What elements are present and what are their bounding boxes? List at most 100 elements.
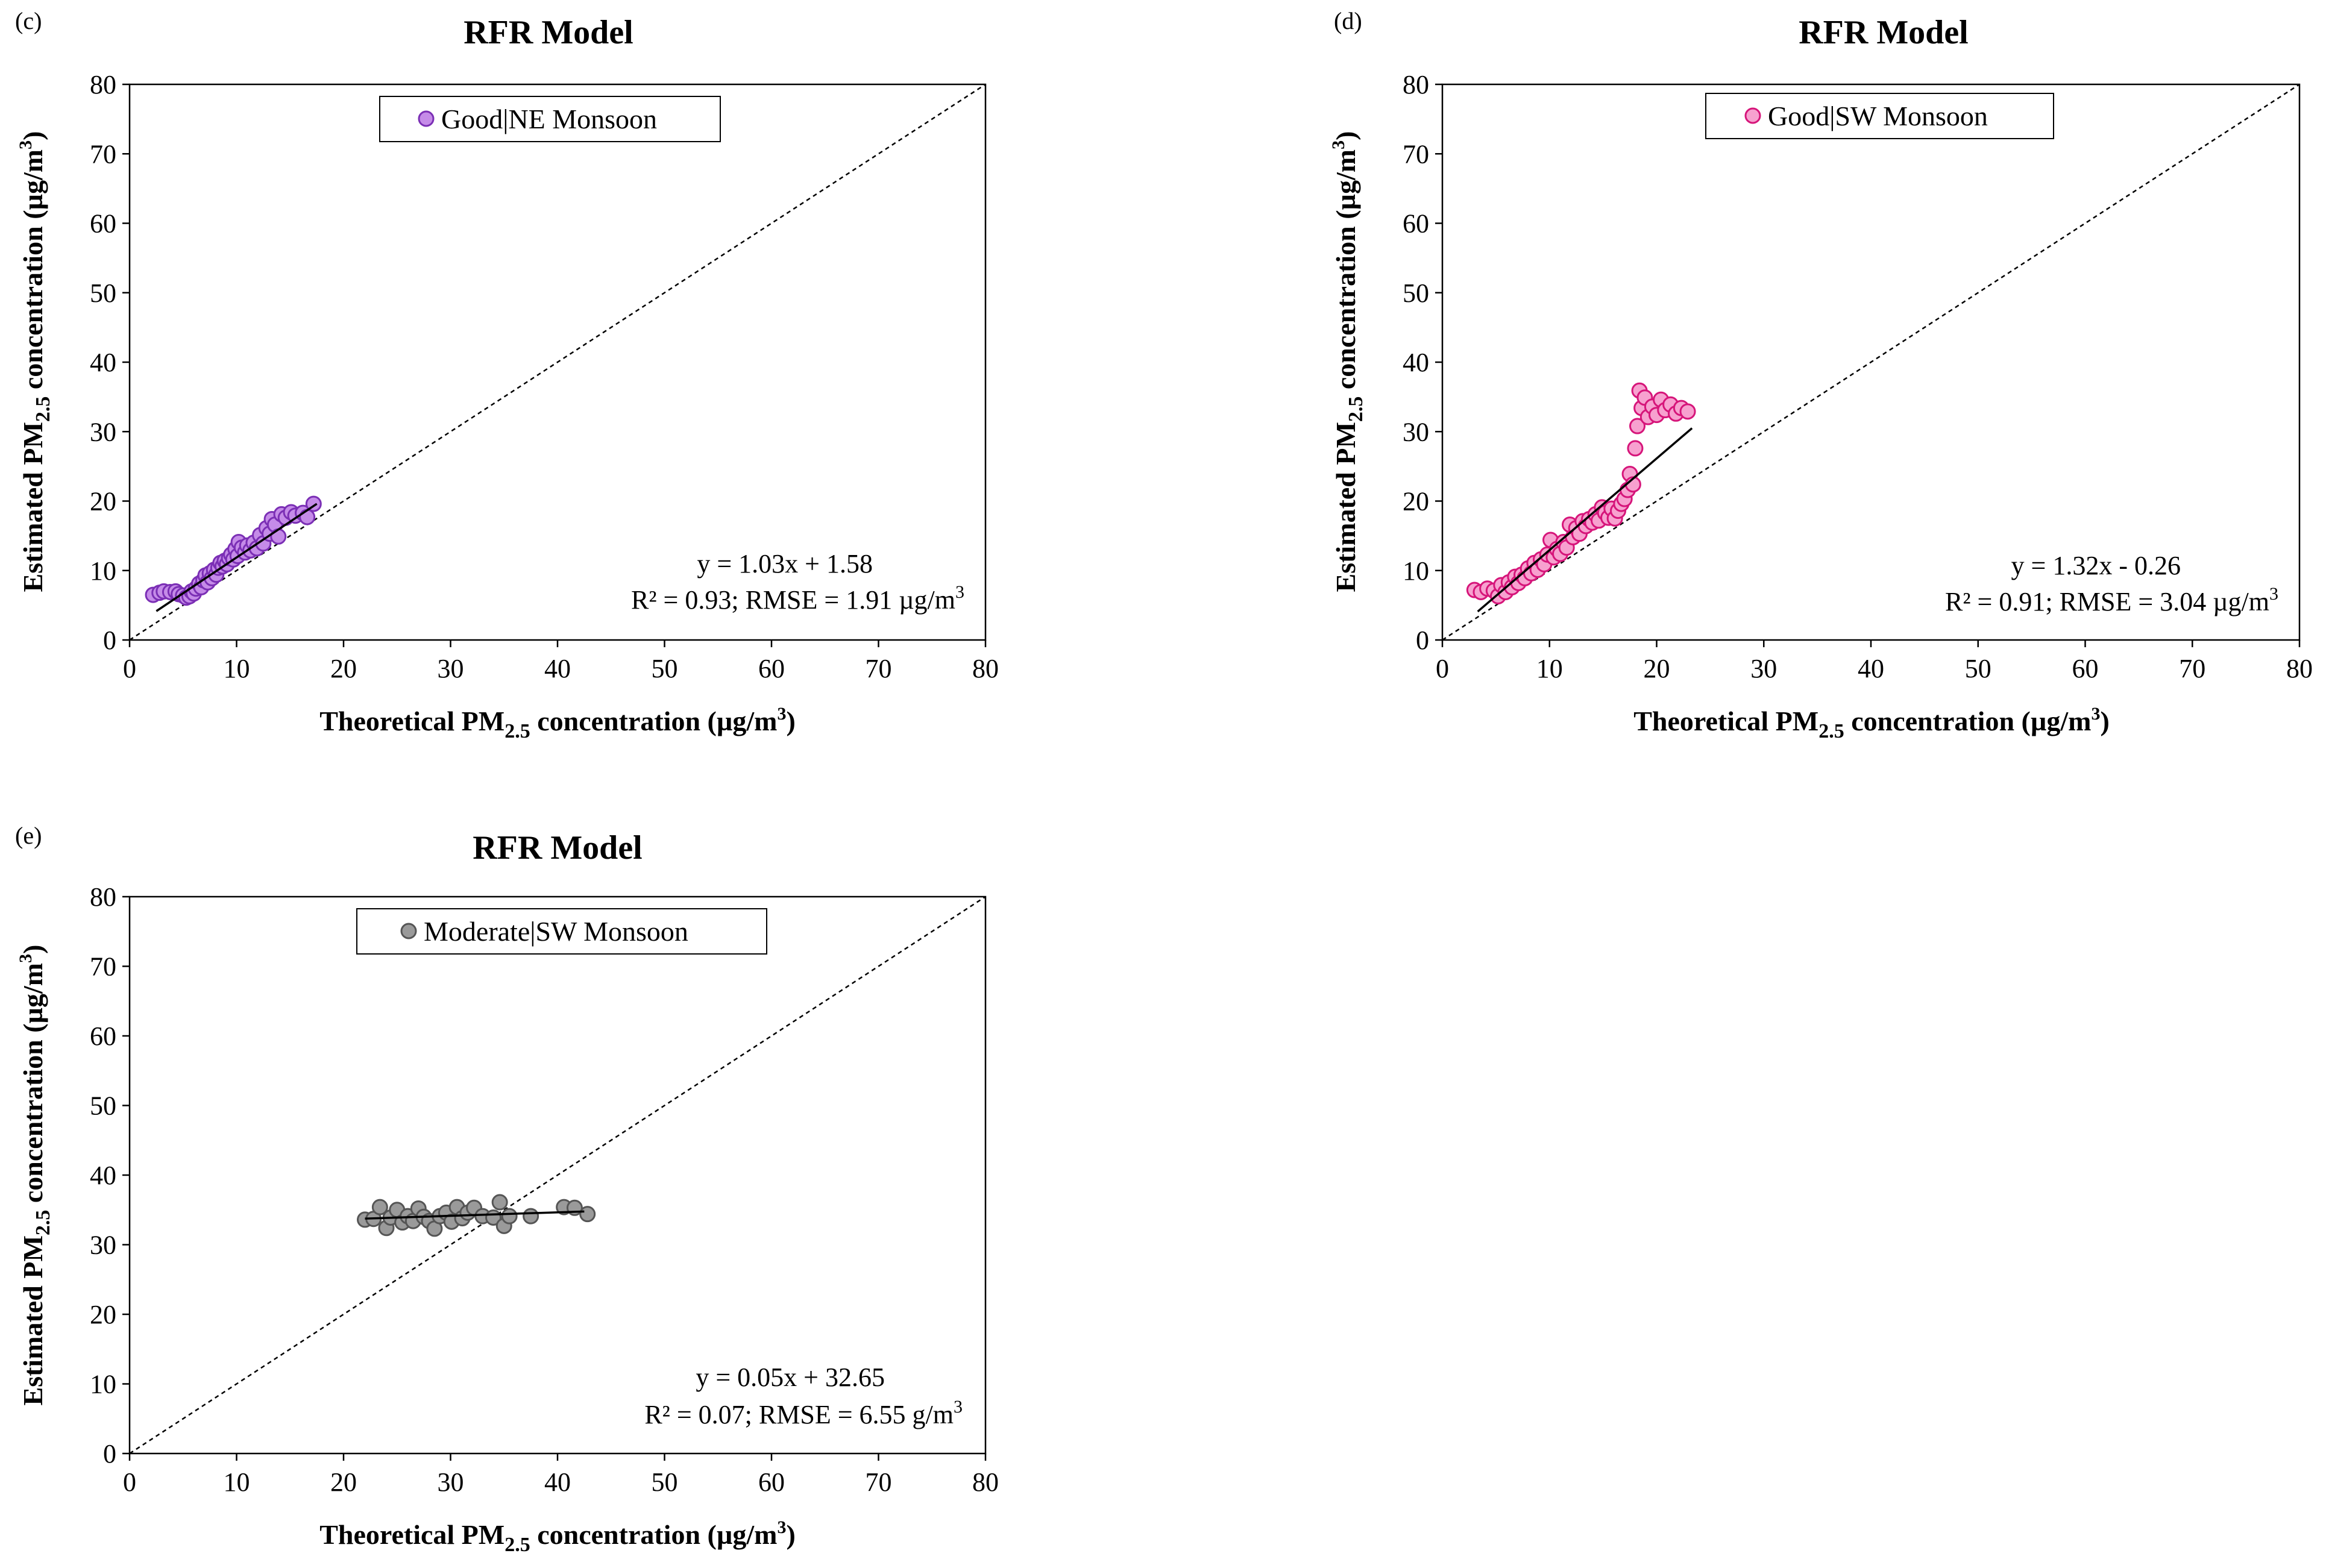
x-ticks: 0 10 20 30 40 50 60 70 80 xyxy=(123,1454,999,1497)
x-tick-label: 0 xyxy=(1436,654,1449,683)
x-ticks: 0 10 20 30 40 50 60 70 80 xyxy=(123,640,999,683)
x-tick-label: 0 xyxy=(123,1467,136,1497)
fit-equation: y = 1.32x - 0.26 xyxy=(2011,551,2181,580)
y-tick-label: 10 xyxy=(90,556,116,586)
legend-label: Good|NE Monsoon xyxy=(441,104,657,134)
y-tick-label: 40 xyxy=(90,348,116,377)
x-tick-label: 30 xyxy=(1750,654,1777,683)
x-ticks: 0 10 20 30 40 50 60 70 80 xyxy=(1436,640,2313,683)
x-tick-label: 70 xyxy=(866,1467,892,1497)
x-tick-label: 50 xyxy=(652,654,678,683)
data-point xyxy=(1629,418,1646,434)
y-tick-label: 70 xyxy=(90,952,116,982)
identity-line xyxy=(129,83,986,641)
x-tick-label: 70 xyxy=(866,654,892,683)
y-tick-label: 0 xyxy=(103,626,116,655)
y-tick-label: 60 xyxy=(90,209,116,239)
legend-marker xyxy=(418,110,435,127)
y-ticks: 0 10 20 30 40 50 60 70 80 xyxy=(90,70,130,655)
data-point xyxy=(579,1206,596,1223)
y-tick-label: 20 xyxy=(90,1300,116,1329)
x-axis-label: Theoretical PM2.5 concentration (µg/m3) xyxy=(1633,704,2110,742)
y-tick-label: 20 xyxy=(1403,487,1429,516)
y-tick-label: 0 xyxy=(103,1439,116,1469)
y-tick-label: 10 xyxy=(1403,556,1429,586)
legend-label: Good|SW Monsoon xyxy=(1768,101,1988,131)
x-tick-label: 10 xyxy=(224,654,250,683)
legend-box xyxy=(1705,93,2054,139)
data-point xyxy=(523,1208,539,1225)
data-point xyxy=(491,1194,508,1211)
x-tick-label: 50 xyxy=(1965,654,1991,683)
x-tick-label: 30 xyxy=(438,654,464,683)
x-tick-label: 40 xyxy=(544,1467,571,1497)
x-tick-label: 20 xyxy=(1644,654,1670,683)
fit-line xyxy=(156,503,318,612)
fit-equation: y = 0.05x + 32.65 xyxy=(696,1363,885,1392)
identity-line xyxy=(1442,83,2300,641)
panel-e: (e) RFR Model 0 10 20 30 40 50 60 70 80 0 10 20 30 4… xyxy=(15,822,999,1556)
x-tick-label: 40 xyxy=(1858,654,1884,683)
y-tick-label: 10 xyxy=(90,1370,116,1399)
y-tick-label: 40 xyxy=(1403,348,1429,377)
y-tick-label: 80 xyxy=(90,882,116,912)
chart-title: RFR Model xyxy=(1799,14,1969,51)
x-tick-label: 80 xyxy=(2286,654,2313,683)
y-tick-label: 30 xyxy=(90,417,116,447)
y-ticks: 0 10 20 30 40 50 60 70 80 xyxy=(1403,70,1442,655)
x-axis-label: Theoretical PM2.5 concentration (µg/m3) xyxy=(319,704,796,742)
panel-label: (d) xyxy=(1334,7,1362,34)
y-tick-label: 50 xyxy=(90,278,116,308)
y-tick-label: 0 xyxy=(1416,626,1429,655)
fit-line xyxy=(365,1210,585,1220)
legend-marker xyxy=(1744,107,1761,124)
legend-label: Moderate|SW Monsoon xyxy=(424,916,688,947)
y-tick-label: 40 xyxy=(90,1161,116,1190)
y-tick-label: 50 xyxy=(1403,278,1429,308)
panel-d: (d) RFR Model 0 10 20 30 40 50 60 70 80 0 10 20 30 4… xyxy=(1328,7,2313,742)
x-tick-label: 10 xyxy=(224,1467,250,1497)
fit-stats: R² = 0.93; RMSE = 1.91 µg/m3 xyxy=(631,582,964,615)
legend-box xyxy=(356,908,767,955)
y-tick-label: 20 xyxy=(90,487,116,516)
data-point xyxy=(1679,403,1696,420)
fit-equation: y = 1.03x + 1.58 xyxy=(697,549,873,579)
y-tick-label: 70 xyxy=(1403,139,1429,169)
y-tick-label: 30 xyxy=(90,1231,116,1260)
y-tick-label: 30 xyxy=(1403,417,1429,447)
x-tick-label: 80 xyxy=(972,1467,999,1497)
legend-box xyxy=(379,96,721,142)
x-tick-label: 10 xyxy=(1536,654,1563,683)
y-axis-label: Estimated PM2.5 concentration (µg/m3) xyxy=(1328,131,1367,592)
legend: Moderate|SW Monsoon xyxy=(356,908,767,955)
data-point xyxy=(371,1199,388,1215)
fit-stats: R² = 0.91; RMSE = 3.04 µg/m3 xyxy=(1945,584,2278,616)
legend: Good|NE Monsoon xyxy=(379,96,721,142)
x-axis-label: Theoretical PM2.5 concentration (µg/m3) xyxy=(319,1517,796,1556)
x-tick-label: 80 xyxy=(972,654,999,683)
y-tick-label: 80 xyxy=(90,70,116,99)
y-tick-label: 80 xyxy=(1403,70,1429,99)
data-point xyxy=(1627,440,1644,457)
panel-c: (c) RFR Model 0 10 20 30 40 50 60 70 80 0 10 20 30 4… xyxy=(15,7,999,742)
x-tick-label: 50 xyxy=(652,1467,678,1497)
data-point xyxy=(501,1208,518,1225)
y-axis-label: Estimated PM2.5 concentration (µg/m3) xyxy=(16,945,54,1406)
x-tick-label: 0 xyxy=(123,654,136,683)
x-tick-label: 60 xyxy=(2072,654,2099,683)
data-point xyxy=(270,528,287,545)
data-points xyxy=(145,495,322,606)
legend-marker xyxy=(400,923,417,939)
y-tick-label: 50 xyxy=(90,1091,116,1121)
data-point xyxy=(299,509,316,525)
x-tick-label: 60 xyxy=(758,1467,785,1497)
chart-title: RFR Model xyxy=(464,14,633,51)
fit-line xyxy=(1477,427,1693,613)
y-tick-label: 60 xyxy=(90,1021,116,1051)
x-tick-label: 40 xyxy=(544,654,571,683)
panel-label: (e) xyxy=(15,822,42,849)
fit-stats: R² = 0.07; RMSE = 6.55 g/m3 xyxy=(644,1397,963,1429)
x-tick-label: 30 xyxy=(438,1467,464,1497)
x-tick-label: 60 xyxy=(758,654,785,683)
